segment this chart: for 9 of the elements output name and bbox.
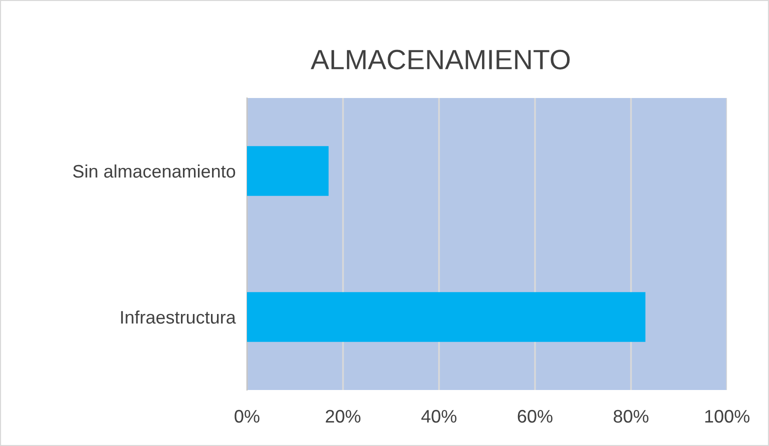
x-tick-label: 60% [518,410,552,423]
x-tick-label: 20% [326,410,360,423]
chart-title: ALMACENAMIENTO [310,50,570,70]
y-tick-label: Infraestructura [121,310,236,324]
x-tick-label: 40% [421,410,456,423]
x-tick-label: 80% [614,410,648,423]
x-tick-label: 0% [234,410,260,423]
x-tick-label: 100% [705,410,750,423]
y-tick-label: Sin almacenamiento [73,164,236,178]
